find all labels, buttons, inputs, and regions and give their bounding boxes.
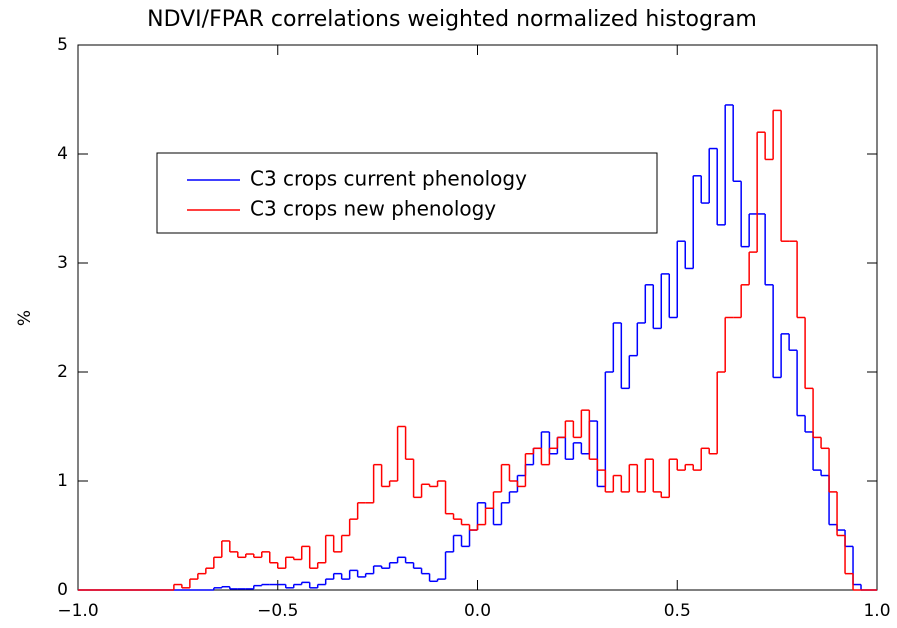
x-tick-label: 1.0 xyxy=(863,601,890,621)
legend-label: C3 crops current phenology xyxy=(250,167,527,191)
y-tick-label: 2 xyxy=(57,362,68,382)
y-tick-label: 0 xyxy=(57,580,68,600)
x-tick-label: −0.5 xyxy=(257,601,298,621)
legend-box xyxy=(156,152,658,234)
x-tick-label: −1.0 xyxy=(57,601,98,621)
x-tick-label: 0.5 xyxy=(664,601,691,621)
y-tick-label: 4 xyxy=(57,144,68,164)
x-tick-label: 0.0 xyxy=(464,601,491,621)
chart-title: NDVI/FPAR correlations weighted normaliz… xyxy=(147,7,757,32)
legend-label: C3 crops new phenology xyxy=(250,197,496,221)
y-axis-label: % xyxy=(15,310,35,326)
y-tick-label: 3 xyxy=(57,253,68,273)
y-tick-label: 5 xyxy=(57,35,68,55)
y-tick-label: 1 xyxy=(57,471,68,491)
